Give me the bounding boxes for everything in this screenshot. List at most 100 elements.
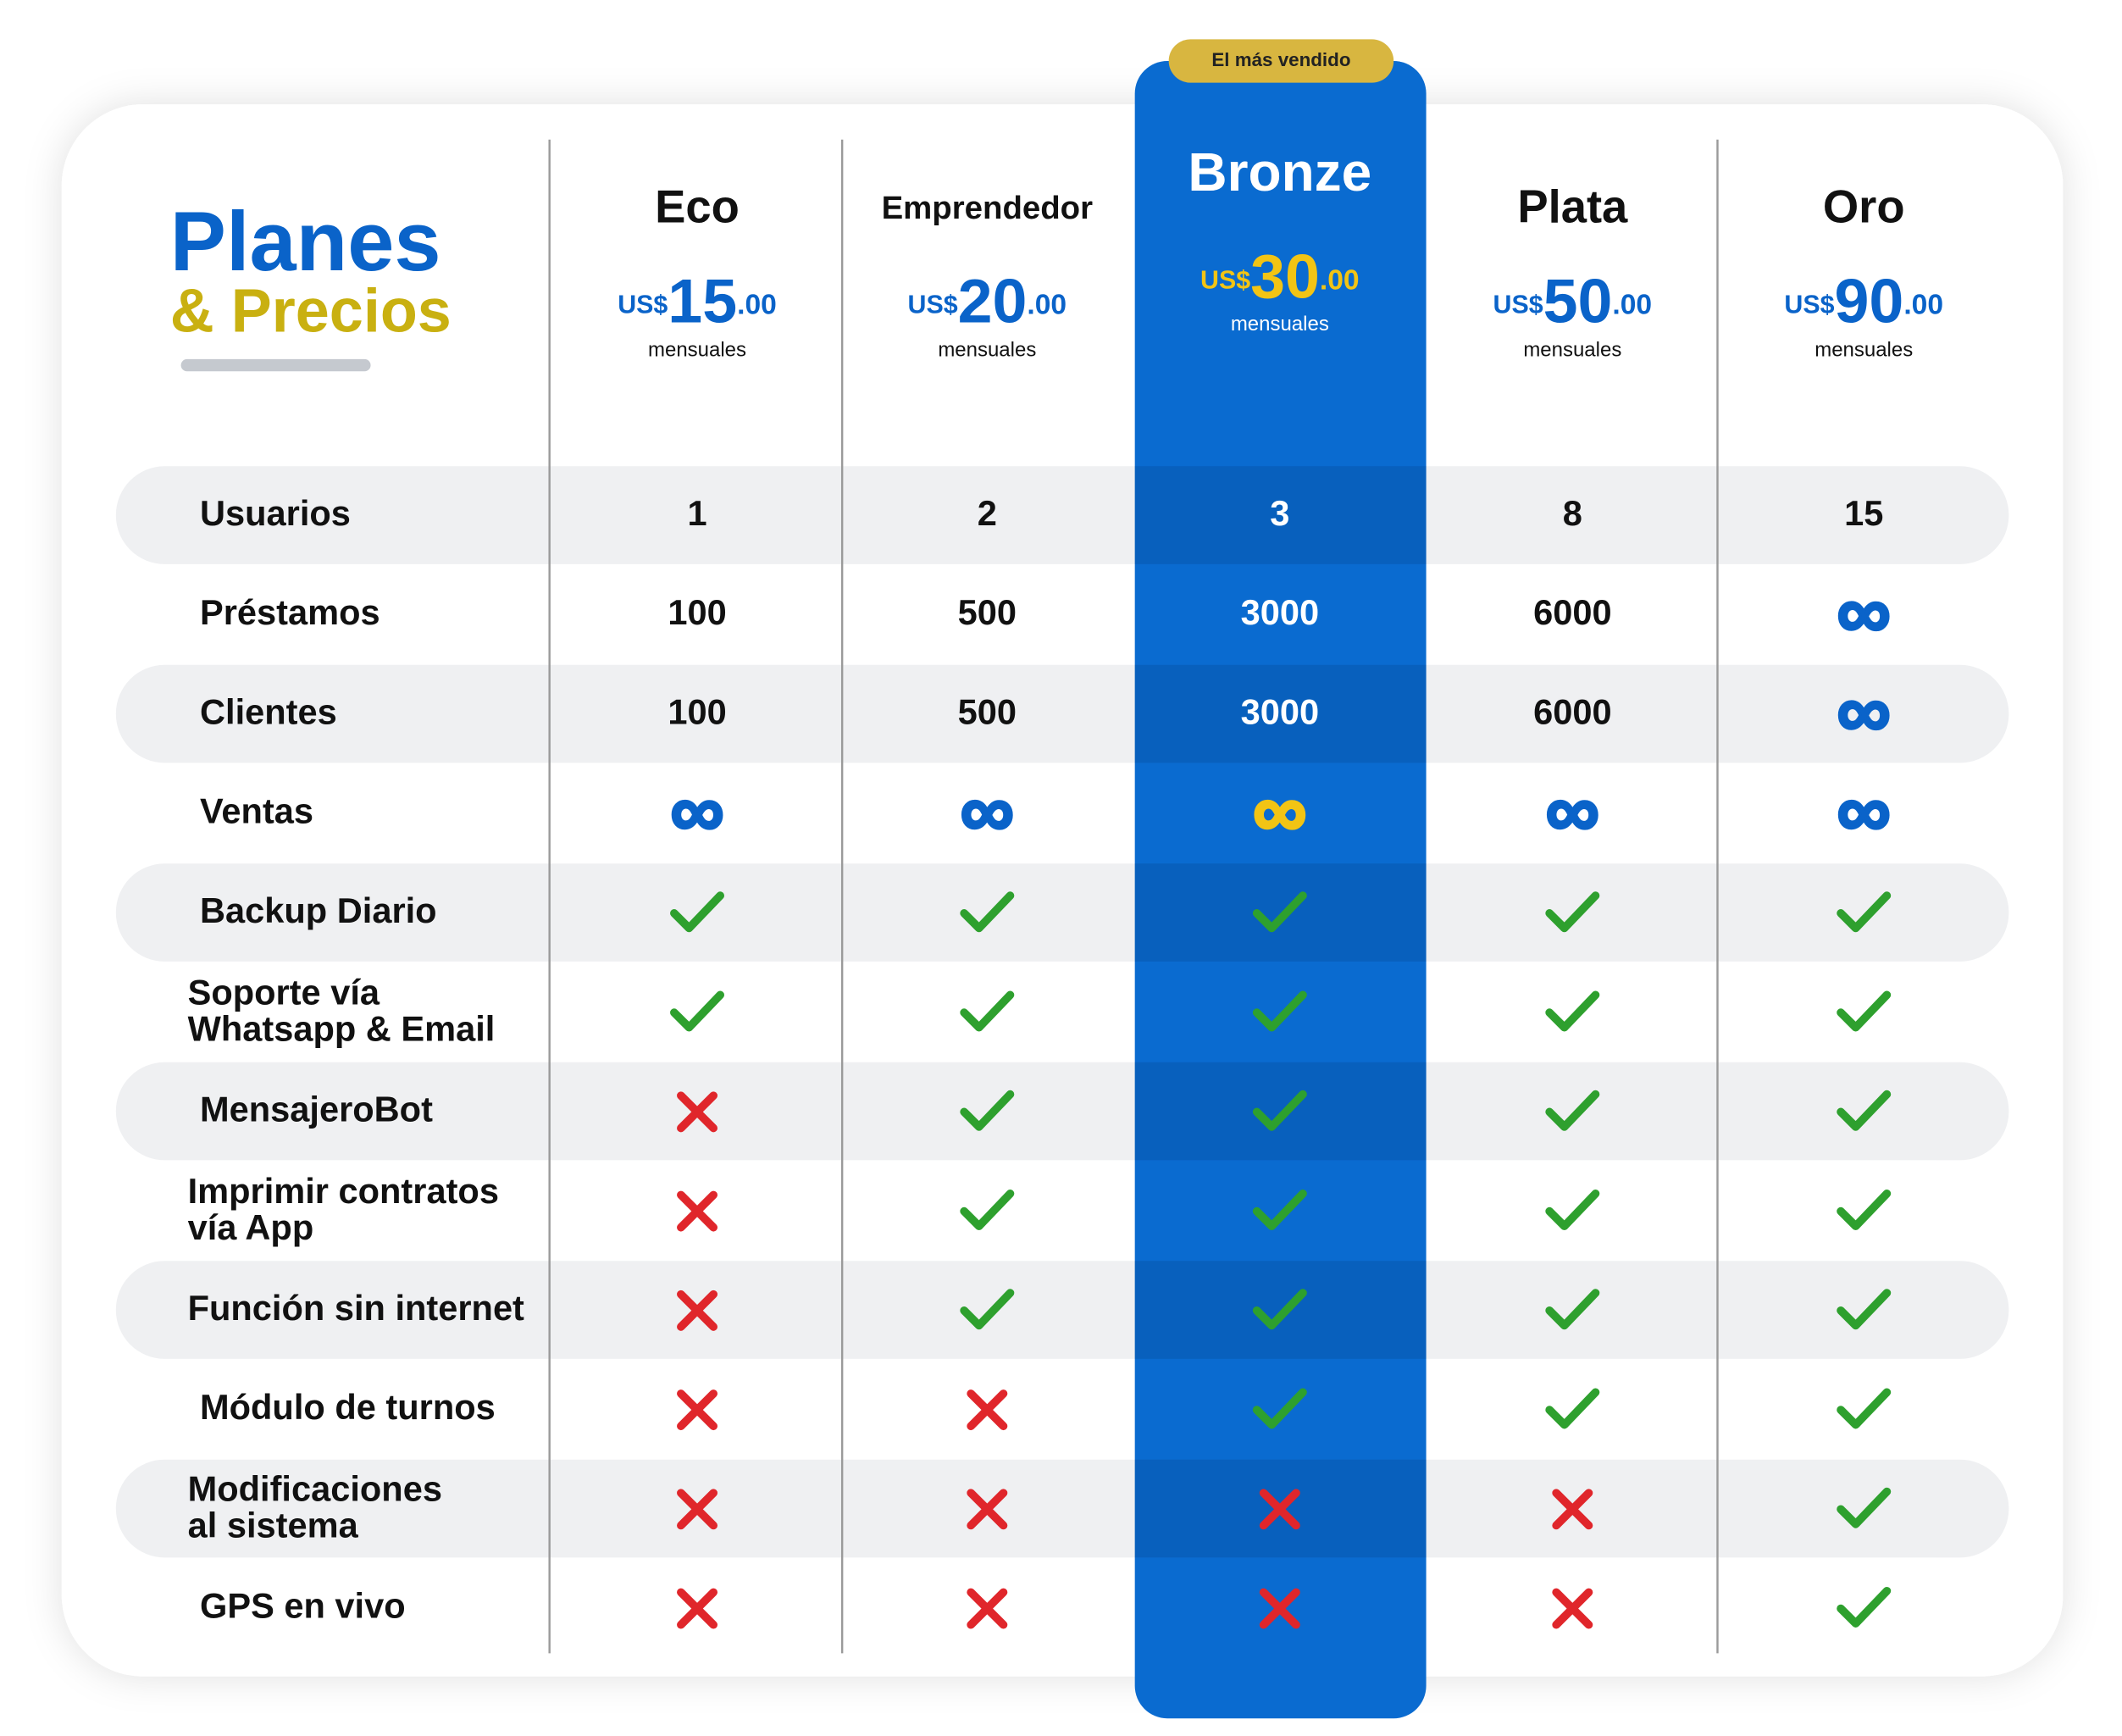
row-label: Modificaciones al sistema (188, 1469, 442, 1545)
row-label-line: Clientes (200, 691, 337, 731)
price-currency: US$ (1200, 266, 1250, 295)
underline (180, 358, 371, 372)
row-stripe-featured (1134, 1261, 1427, 1359)
check-icon (960, 1289, 1015, 1330)
row-stripe (115, 466, 2009, 564)
row-label-line: Usuarios (200, 493, 351, 533)
row-stripe (115, 664, 2009, 763)
cell-value: 500 (958, 691, 1017, 731)
price-currency: US$ (618, 291, 668, 319)
infinity-icon: ∞ (1837, 569, 1891, 654)
price: US$20.00 (908, 266, 1067, 336)
row-stripe-featured (1134, 664, 1427, 763)
row-stripe-featured (1134, 1062, 1427, 1161)
row-label-line: Préstamos (200, 592, 380, 632)
check-icon (960, 1090, 1015, 1131)
cell-value: 500 (958, 592, 1017, 632)
price-cents: .00 (1320, 265, 1360, 297)
row-stripe (115, 863, 2009, 962)
title: Planes (170, 195, 441, 289)
check-icon (1545, 1388, 1600, 1429)
price-cents: .00 (1612, 289, 1652, 320)
price-price: 50 (1543, 266, 1613, 336)
plan-name: Eco (655, 180, 740, 232)
check-icon (1252, 1090, 1307, 1131)
row-label: MensajeroBot (200, 1089, 433, 1129)
row-label: Ventas (200, 791, 313, 831)
cross-icon (1259, 1588, 1300, 1629)
check-icon (1837, 1289, 1892, 1330)
period: mensuales (648, 339, 746, 362)
check-icon (1837, 891, 1892, 933)
period: mensuales (1231, 313, 1329, 336)
plan-name: Plata (1517, 180, 1628, 232)
row-label: Módulo de turnos (200, 1387, 496, 1427)
cell-value: 100 (668, 592, 726, 632)
price-currency: US$ (1784, 291, 1834, 319)
price: US$30.00 (1200, 241, 1360, 312)
row-label: Imprimir contratos vía App (188, 1171, 499, 1247)
cross-icon (677, 1588, 718, 1629)
price-price: 90 (1835, 266, 1904, 336)
badge-text: El más vendido (1211, 49, 1350, 70)
check-icon (1837, 1586, 1892, 1628)
badge (1168, 39, 1394, 83)
row-label-line: MensajeroBot (200, 1089, 433, 1129)
price: US$50.00 (1493, 266, 1653, 336)
cell-value: 15 (1844, 493, 1883, 533)
infinity-icon: ∞ (960, 768, 1014, 852)
plan-name: Oro (1823, 180, 1905, 232)
check-icon (1252, 1189, 1307, 1230)
subtitle: & Precios (170, 278, 452, 346)
price-cents: .00 (1903, 289, 1943, 320)
check-icon (1545, 1189, 1600, 1230)
infinity-icon: ∞ (1837, 768, 1891, 852)
row-label-line: Ventas (200, 791, 313, 831)
row-label-line: Whatsapp & Email (188, 1008, 496, 1048)
row-label-line: al sistema (188, 1506, 359, 1545)
cross-icon (677, 1190, 718, 1232)
cross-icon (1552, 1588, 1593, 1629)
row-label: Clientes (200, 691, 337, 731)
price-cents: .00 (737, 289, 777, 320)
infinity-icon: ∞ (1837, 668, 1891, 753)
period: mensuales (1815, 339, 1913, 362)
cell-value: 8 (1563, 493, 1582, 533)
price: US$15.00 (618, 266, 777, 336)
infinity-icon: ∞ (1545, 768, 1599, 852)
cell-value: 6000 (1533, 592, 1612, 632)
row-label: Soporte vía Whatsapp & Email (188, 972, 496, 1048)
price-cents: .00 (1027, 289, 1067, 320)
price: US$90.00 (1784, 266, 1943, 336)
row-label-line: Backup Diario (200, 890, 437, 930)
cell-value: 6000 (1533, 691, 1612, 731)
infinity-icon: ∞ (1253, 768, 1307, 852)
check-icon (1837, 1487, 1892, 1528)
price-price: 15 (668, 266, 737, 336)
check-icon (1252, 1388, 1307, 1429)
check-icon (670, 891, 725, 933)
row-label-line: GPS en vivo (200, 1586, 406, 1626)
row-label: Préstamos (200, 592, 380, 632)
price-price: 20 (958, 266, 1028, 336)
cross-icon (1259, 1489, 1300, 1530)
cell-value: 100 (668, 691, 726, 731)
check-icon (1837, 1388, 1892, 1429)
cell-value: 1 (687, 493, 706, 533)
check-icon (1837, 990, 1892, 1032)
period: mensuales (938, 339, 1036, 362)
check-icon (960, 990, 1015, 1032)
row-label-line: Módulo de turnos (200, 1387, 496, 1427)
price-currency: US$ (1493, 291, 1543, 319)
infinity-icon: ∞ (670, 768, 724, 852)
cross-icon (967, 1588, 1008, 1629)
cell-value: 2 (978, 493, 997, 533)
check-icon (670, 990, 725, 1032)
check-icon (1837, 1090, 1892, 1131)
row-stripe (115, 1459, 2009, 1558)
row-label-line: vía App (188, 1207, 314, 1247)
cross-icon (1552, 1489, 1593, 1530)
check-icon (960, 891, 1015, 933)
